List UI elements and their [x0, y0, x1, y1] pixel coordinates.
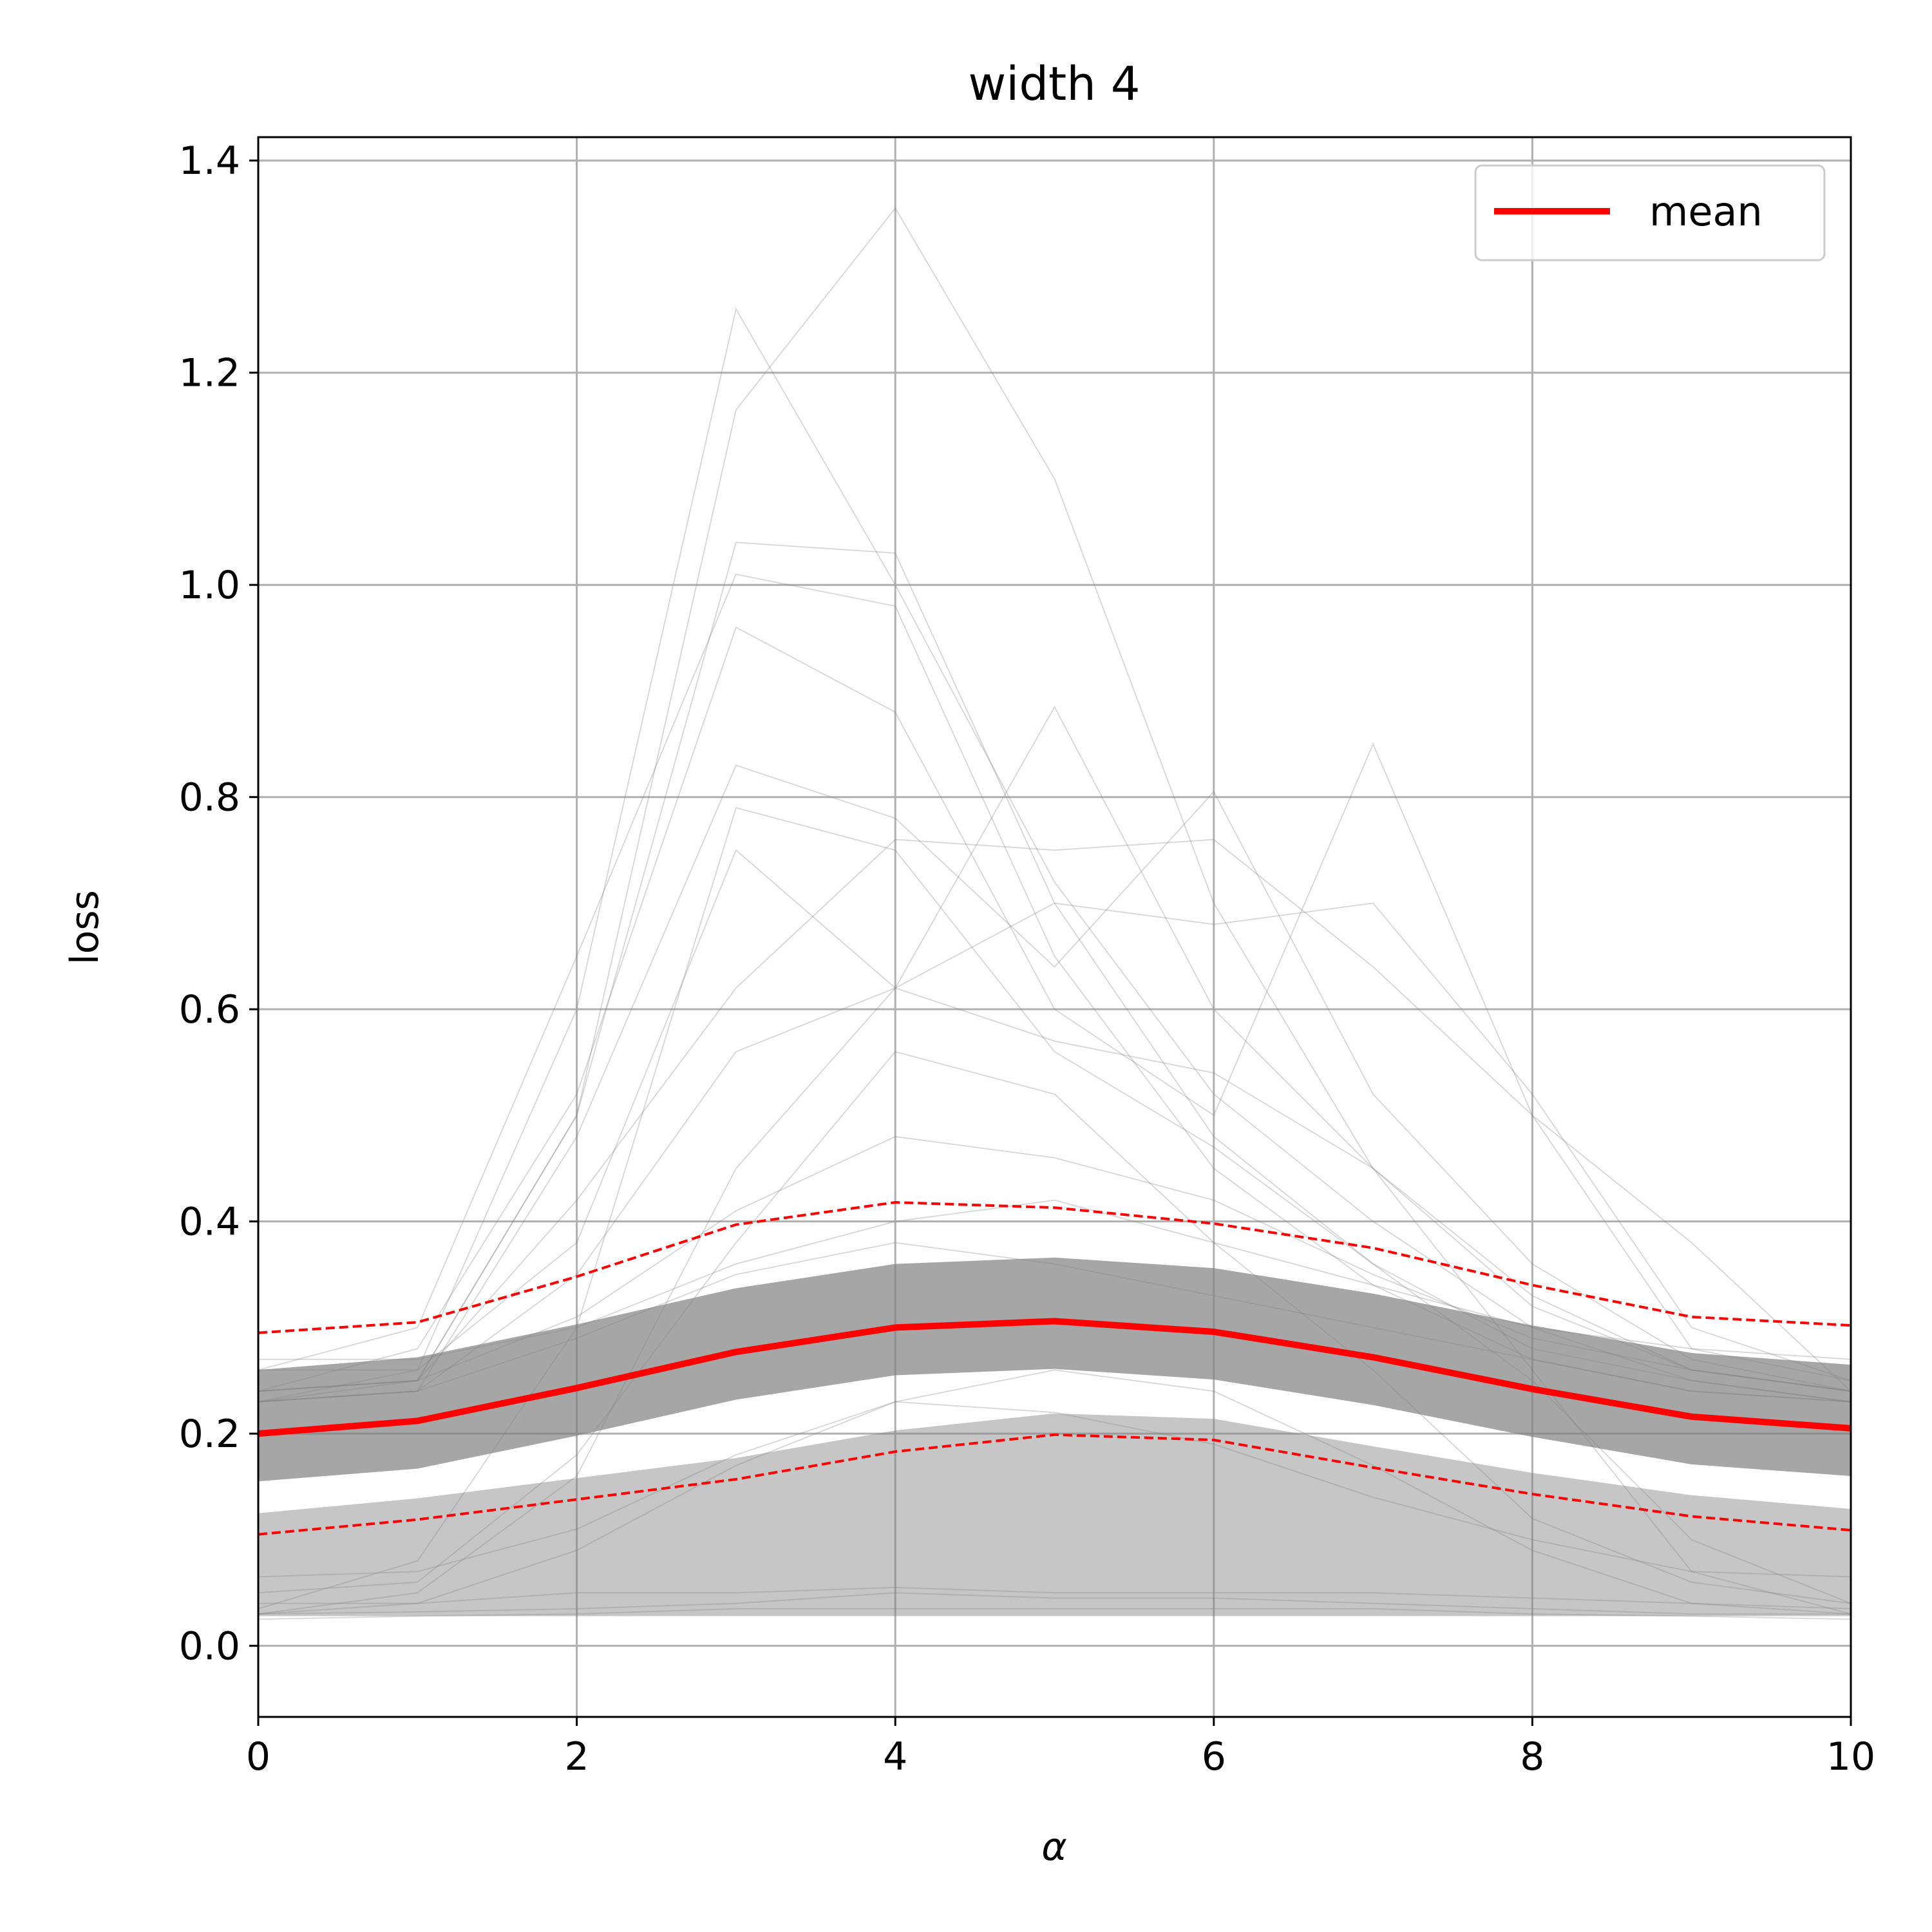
plot-frame	[257, 136, 1852, 1718]
x-tick-label: 6	[1202, 1734, 1226, 1779]
mean-line	[258, 1318, 1852, 1437]
run-line	[258, 626, 1852, 1392]
y-axis-label: loss	[62, 890, 108, 965]
x-tick-label: 2	[565, 1734, 589, 1779]
y-tick-label: 1.0	[179, 563, 240, 608]
legend: mean	[1474, 164, 1826, 261]
x-tick-label: 10	[1826, 1734, 1875, 1779]
y-tick-label: 1.4	[179, 138, 240, 184]
x-tick-label: 0	[246, 1734, 270, 1779]
run-line	[258, 1401, 1852, 1578]
run-line	[258, 902, 1852, 1403]
run-line	[258, 1586, 1852, 1609]
run-line	[258, 705, 1852, 1392]
chart-title: width 4	[968, 57, 1140, 111]
y-tick-label: 0.8	[179, 775, 240, 820]
y-tick-label: 1.2	[179, 351, 240, 396]
upper-band-line	[258, 1200, 1852, 1334]
run-line	[258, 207, 1852, 1392]
x-tick-label: 8	[1520, 1734, 1544, 1779]
lower-run-bundle	[258, 1413, 1851, 1616]
run-line	[258, 764, 1852, 1403]
y-tick-label: 0.4	[179, 1200, 240, 1245]
individual-runs	[258, 207, 1852, 1620]
x-tick-label: 4	[883, 1734, 907, 1779]
y-tick-label: 0.2	[179, 1412, 240, 1457]
run-line	[258, 1369, 1852, 1615]
x-axis-label: α	[1041, 1824, 1067, 1870]
run-line	[258, 1050, 1852, 1604]
lower-band-line	[258, 1433, 1852, 1536]
y-tick-label: 0.6	[179, 987, 240, 1032]
run-line	[258, 838, 1852, 1392]
legend-mean-label: mean	[1649, 188, 1763, 235]
run-line	[258, 1608, 1852, 1620]
plot-background	[258, 137, 1851, 1717]
dense-run-bundle	[258, 1257, 1851, 1482]
y-tick-label: 0.0	[179, 1624, 240, 1669]
ticks: 0 2 4 6 8 10 0.0 0.2 0.4 0.6 0.8 1.0 1.2 1.4	[179, 138, 1876, 1779]
legend-box	[1474, 164, 1826, 261]
mean-series	[258, 1200, 1852, 1536]
run-line	[258, 1592, 1851, 1615]
